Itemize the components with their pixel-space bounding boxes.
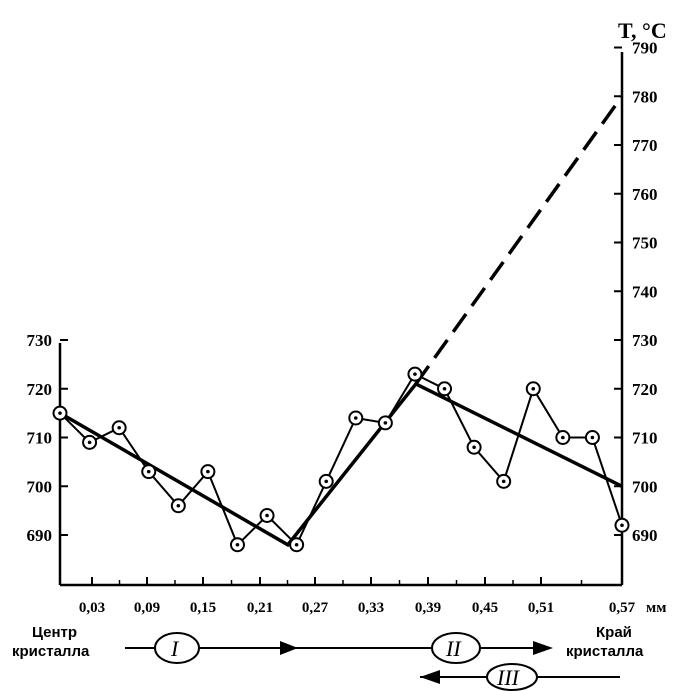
- y-right-tick-label: 770: [632, 136, 658, 155]
- y-left-tick-label: 700: [27, 477, 53, 496]
- stage-marker-3: [486, 663, 538, 691]
- data-point-center: [442, 386, 447, 391]
- data-point-center: [472, 445, 476, 450]
- data-point-center: [324, 479, 329, 484]
- y-right-tick-label: 740: [632, 282, 658, 301]
- return-arrowhead: [420, 670, 440, 684]
- end-caption-line1: Край: [596, 624, 632, 641]
- y-left-tick-label: 690: [27, 526, 53, 545]
- data-point-center: [58, 411, 62, 415]
- data-point-center: [294, 542, 299, 547]
- stage-marker-1: [154, 632, 200, 664]
- y-left-tick-label: 720: [27, 380, 53, 399]
- data-point-center: [531, 386, 536, 391]
- y-right-tick-label: 730: [632, 331, 658, 350]
- trend-line-dashed: [414, 95, 624, 385]
- points-group: [52, 366, 630, 553]
- measured-series-line: [59, 372, 623, 547]
- y-left-tick-label: 710: [27, 429, 53, 448]
- direction-arrowhead-1: [280, 641, 298, 655]
- y-right-tick-label: 780: [632, 87, 658, 106]
- data-point-center: [206, 469, 210, 474]
- x-tick-label: 0,33: [358, 600, 384, 616]
- x-tick-label: 0,21: [247, 600, 273, 616]
- end-caption-line2: кристалла: [566, 643, 644, 660]
- x-tick-label: 0,45: [472, 600, 498, 616]
- trend-line-solid: [59, 381, 623, 548]
- data-point-center: [146, 469, 151, 474]
- stage-label-1: I: [170, 636, 180, 661]
- y-right-tick-label: 790: [632, 39, 658, 58]
- y-right-tick-label: 760: [632, 185, 658, 204]
- start-caption-line2: кристалла: [12, 643, 90, 660]
- y-right-tick-label: 750: [632, 234, 658, 253]
- direction-arrowhead-2: [533, 641, 553, 655]
- data-point-center: [353, 416, 358, 420]
- data-point-center: [383, 421, 388, 425]
- y-left-tick-label: 730: [27, 331, 53, 350]
- data-point-center: [176, 503, 181, 508]
- x-unit-label: мм: [646, 600, 666, 616]
- x-tick-label: 0,51: [528, 600, 554, 616]
- stage-label-2: II: [445, 636, 462, 661]
- y-right-tick-label: 690: [632, 526, 658, 545]
- stage-label-3: III: [496, 665, 521, 690]
- data-point-center: [590, 435, 595, 440]
- data-point-center: [501, 479, 506, 484]
- data-point-center: [561, 435, 565, 440]
- y-right-tick-label: 720: [632, 380, 658, 399]
- labels-group: 0,03 0,09 0,15 0,21 0,27 0,33 0,39 0,45 0,51 0,57…: [27, 39, 667, 617]
- data-point-center: [413, 372, 417, 376]
- x-tick-label: 0,15: [190, 600, 216, 616]
- data-point-center: [620, 523, 624, 528]
- axes-group: [58, 46, 624, 587]
- y-axis-right-label: T, °C: [618, 18, 667, 43]
- stage-marker-2: [431, 632, 481, 664]
- y-right-tick-label: 710: [632, 429, 658, 448]
- x-tick-label: 0,57: [609, 600, 636, 616]
- data-point-center: [235, 542, 240, 547]
- data-point-center: [265, 513, 269, 518]
- data-point-center: [117, 425, 121, 430]
- x-tick-label: 0,03: [79, 600, 105, 616]
- x-tick-label: 0,27: [302, 600, 329, 616]
- x-tick-label: 0,39: [415, 600, 441, 616]
- data-point-center: [87, 440, 92, 445]
- start-caption-line1: Центр: [32, 624, 77, 641]
- y-right-tick-label: 700: [632, 477, 658, 496]
- x-tick-label: 0,09: [134, 600, 160, 616]
